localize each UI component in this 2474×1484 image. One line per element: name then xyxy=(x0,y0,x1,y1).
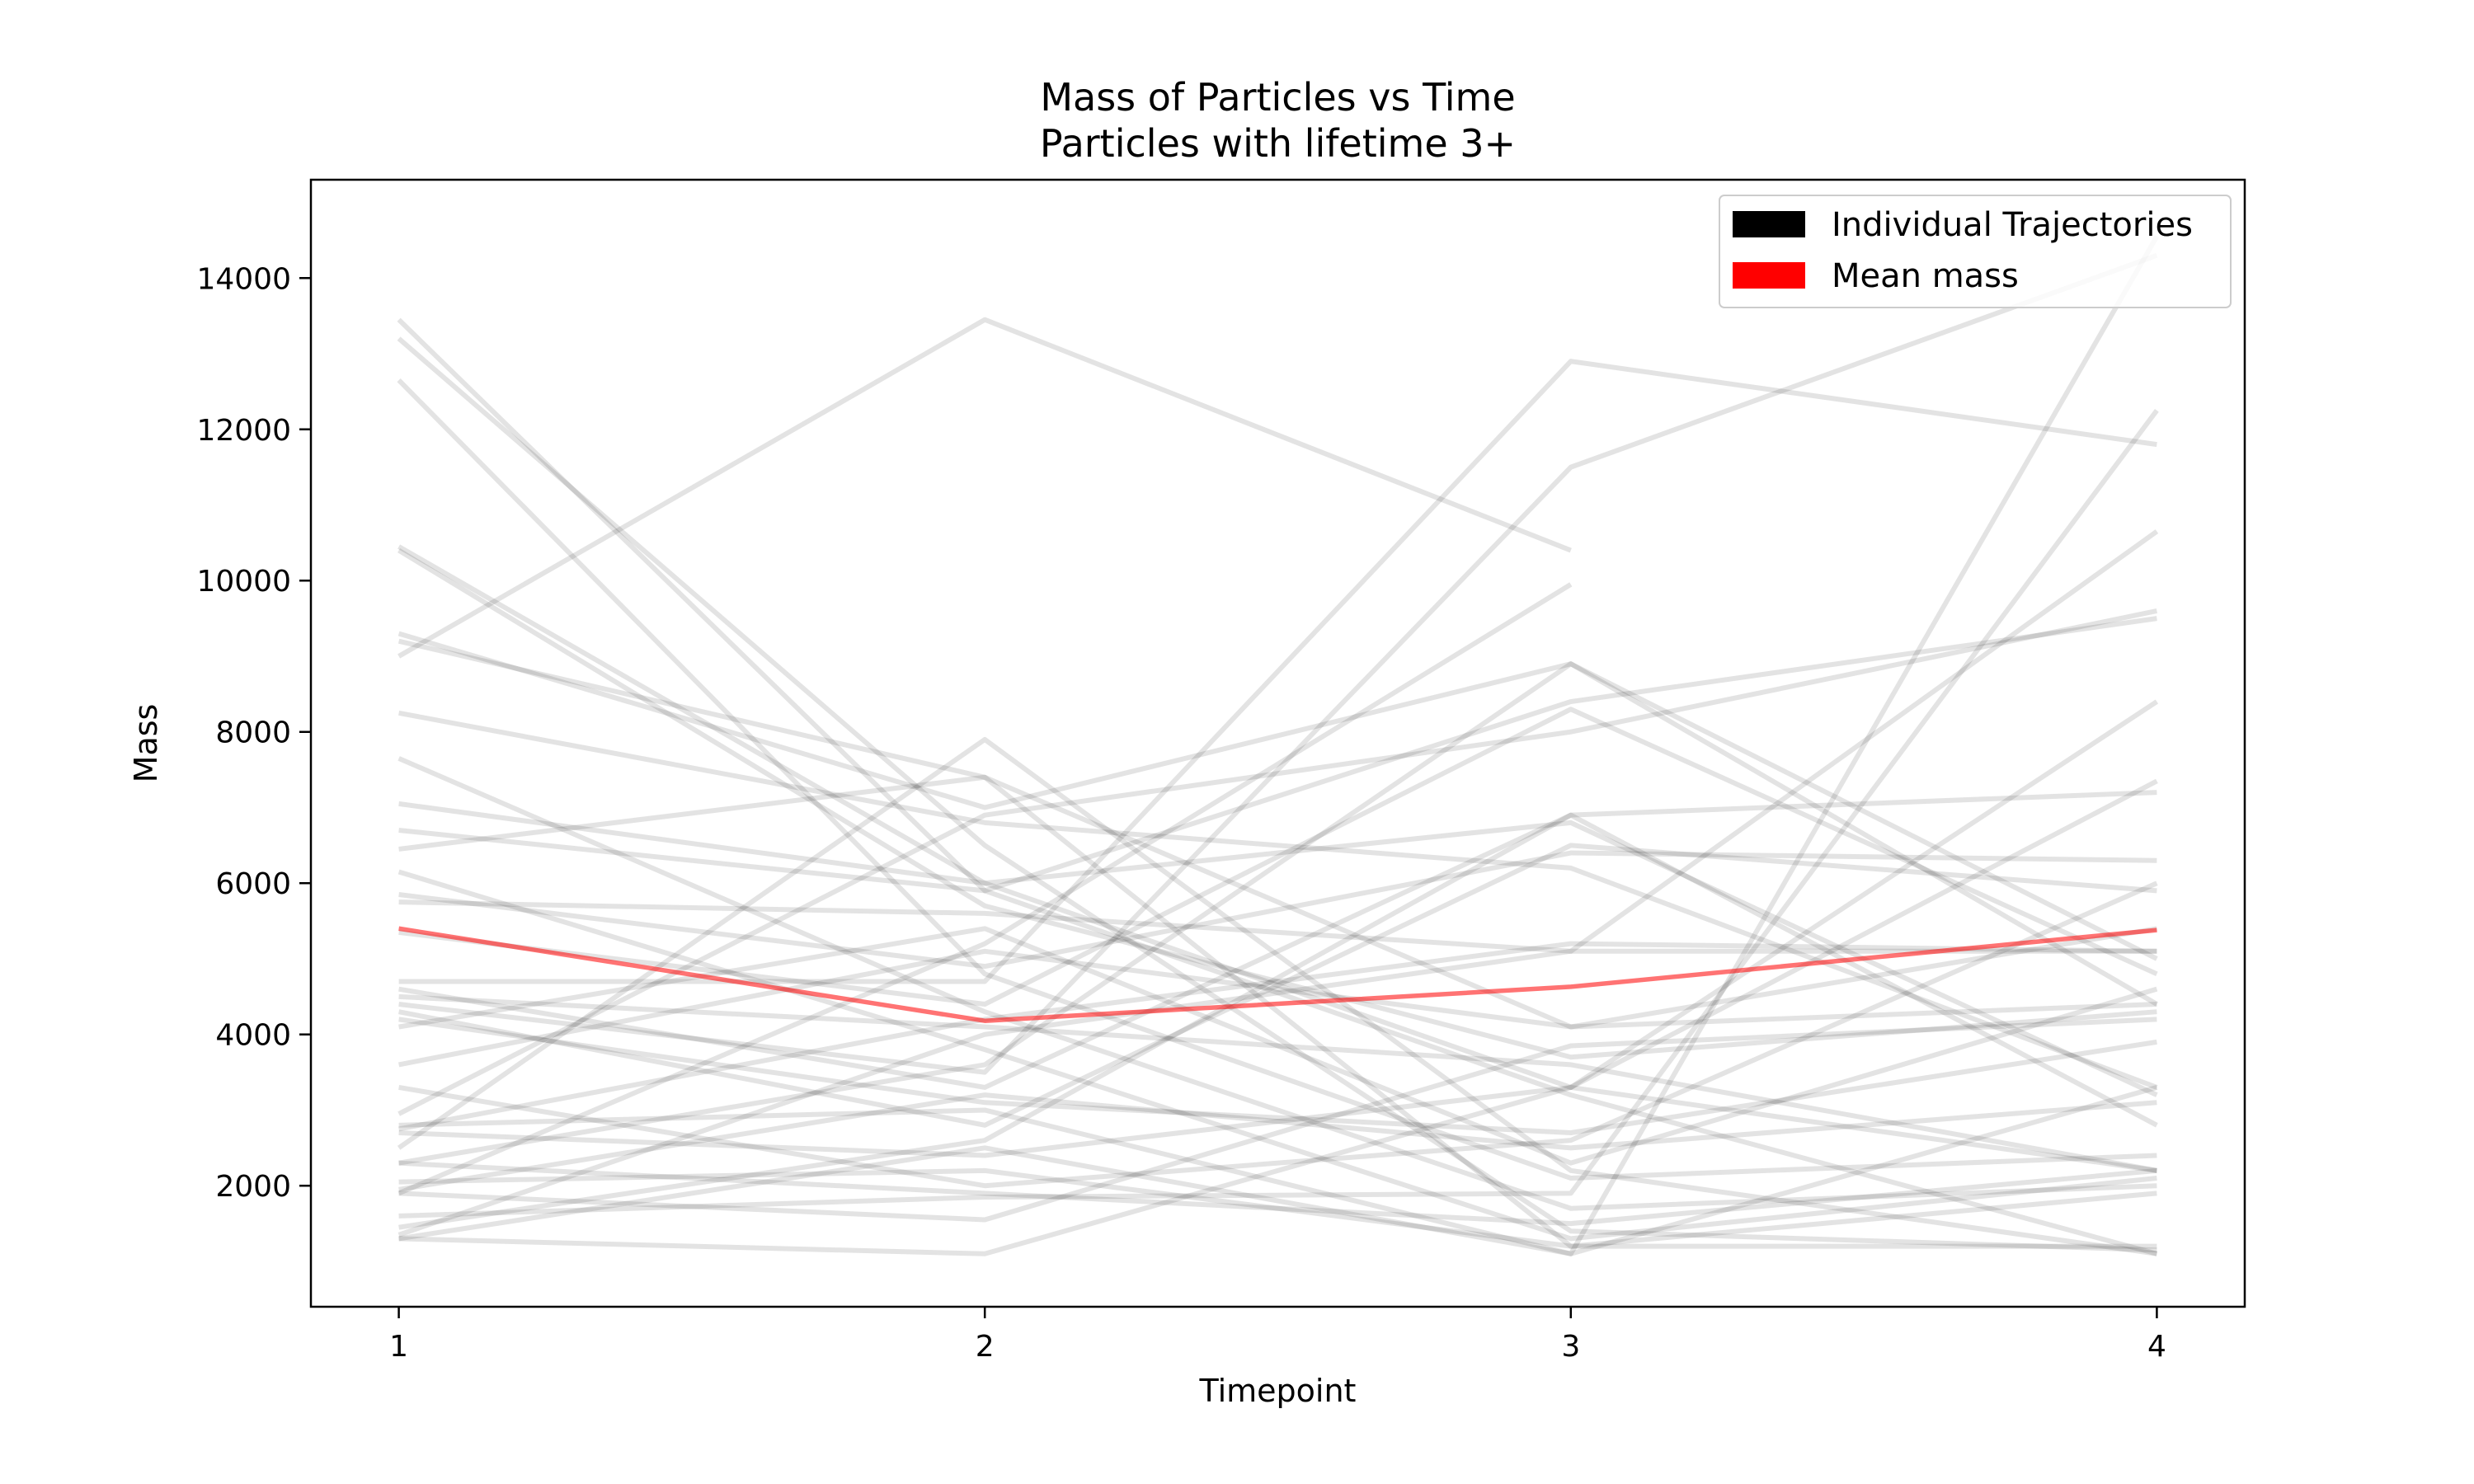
trajectory-line xyxy=(397,378,2157,1181)
trajectory-line xyxy=(398,850,2157,970)
trajectory-line xyxy=(398,774,2157,1030)
trajectory-line xyxy=(398,1017,2157,1135)
trajectory-line xyxy=(398,616,2157,894)
trajectory-line xyxy=(398,941,2157,1132)
trajectory-line xyxy=(398,707,2158,1007)
trajectory-line xyxy=(397,547,2157,1060)
mean-mass-line xyxy=(398,926,2157,1023)
trajectory-line xyxy=(398,899,2157,954)
trajectory-line xyxy=(398,359,2157,984)
legend-swatch-trajectories xyxy=(1733,211,1805,237)
trajectory-line xyxy=(398,699,2159,1158)
y-tick-label: 4000 xyxy=(215,1019,291,1053)
trajectory-line xyxy=(397,582,1573,1196)
trajectory-line xyxy=(397,336,2157,1253)
x-tick-label: 4 xyxy=(2147,1330,2166,1364)
trajectory-line xyxy=(397,869,2157,1242)
trajectory-line xyxy=(398,252,2158,1075)
trajectory-line xyxy=(398,661,2158,1166)
legend-label-mean: Mean mass xyxy=(1832,257,2019,295)
trajectory-line xyxy=(398,1092,2157,1192)
trajectory-line xyxy=(398,409,2159,1219)
trajectory-line xyxy=(398,710,2158,1090)
plot-frame xyxy=(309,178,2246,1308)
chart-title: Mass of Particles vs Time xyxy=(1040,75,1515,120)
trajectory-line xyxy=(397,529,2159,1237)
trajectory-line xyxy=(398,235,2160,1256)
trajectory-line xyxy=(397,631,2158,1007)
trajectory-line xyxy=(398,843,2157,1128)
trajectory-line xyxy=(398,1160,2157,1227)
trajectory-line xyxy=(398,1085,2158,1256)
legend-label-trajectories: Individual Trajectories xyxy=(1832,206,2193,244)
y-tick-label: 10000 xyxy=(196,565,291,599)
trajectory-line xyxy=(398,790,2157,1090)
trajectory-line xyxy=(397,608,2158,1116)
x-tick-label: 2 xyxy=(976,1330,995,1364)
trajectory-line xyxy=(398,778,2158,1256)
chart-subtitle: Particles with lifetime 3+ xyxy=(1040,121,1516,166)
x-tick-label: 3 xyxy=(1561,1330,1580,1364)
y-axis: 2000 4000 6000 8000 10000 12000 14000 xyxy=(196,262,311,1204)
trajectory-line xyxy=(398,926,2158,1166)
y-tick-label: 14000 xyxy=(196,262,291,296)
y-tick-label: 12000 xyxy=(196,414,291,448)
trajectory-line xyxy=(397,756,2157,1211)
trajectory-line xyxy=(397,544,2157,1173)
trajectory-line xyxy=(398,948,2157,1068)
y-tick-label: 6000 xyxy=(215,867,291,901)
legend: Individual Trajectories Mean mass xyxy=(1719,195,2232,308)
trajectory-line xyxy=(397,736,2157,1256)
mean-layer xyxy=(398,926,2157,1023)
trajectory-line xyxy=(398,881,2158,1189)
y-tick-label: 8000 xyxy=(215,716,291,750)
trajectory-line xyxy=(398,1167,2157,1249)
y-axis-label: Mass xyxy=(128,704,164,783)
trajectory-line xyxy=(398,812,2158,1230)
legend-box xyxy=(1719,195,2232,308)
trajectory-line xyxy=(397,317,2158,1256)
x-tick-label: 1 xyxy=(389,1330,408,1364)
trajectories-layer xyxy=(397,235,2160,1256)
trajectory-line xyxy=(397,317,1572,659)
legend-swatch-mean xyxy=(1733,262,1805,289)
x-axis: 1 2 3 4 xyxy=(389,1307,2166,1364)
y-tick-label: 2000 xyxy=(215,1170,291,1204)
trajectory-line xyxy=(398,993,2157,1173)
trajectory-line xyxy=(398,1017,2157,1223)
trajectory-line xyxy=(397,638,2157,1249)
x-axis-label: Timepoint xyxy=(1199,1373,1357,1409)
